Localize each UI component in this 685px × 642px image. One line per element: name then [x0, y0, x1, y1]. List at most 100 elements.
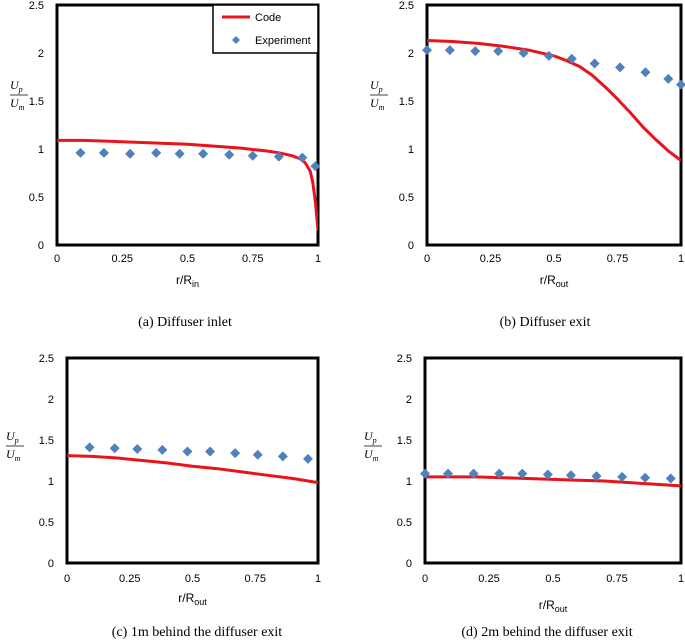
experiment-point [174, 148, 185, 159]
y-tick-label: 2.5 [29, 0, 44, 12]
y-num-sub: p [14, 436, 19, 445]
x-tick-label: 1 [678, 573, 684, 585]
experiment-point [224, 149, 235, 160]
x-tick-label: 0 [422, 573, 428, 585]
y-axis-label-numerator: Up [10, 78, 23, 94]
x-tick-mark [186, 243, 189, 247]
y-axis-label-numerator: Up [370, 78, 383, 94]
x-tick-mark [191, 561, 194, 565]
y-axis-label: Up Um [10, 78, 28, 112]
y-tick-mark [65, 356, 69, 360]
x-tick-mark [551, 561, 555, 565]
experiment-point [302, 453, 313, 464]
x-tick-mark [128, 561, 132, 565]
panel-caption: (a) Diffuser inlet [138, 315, 232, 330]
x-tick-label: 0.5 [545, 573, 560, 585]
x-tick-label: 0.25 [480, 253, 501, 265]
x-tick-mark [253, 561, 257, 565]
experiment-point [468, 468, 479, 479]
y-tick-mark [55, 51, 59, 55]
panel-caption: (d) 2m behind the diffuser exit [461, 625, 632, 640]
y-tick-mark [423, 520, 427, 524]
y-den-main: U [10, 96, 20, 110]
x-tick-label: 0.25 [119, 573, 140, 585]
experiment-point [84, 442, 95, 453]
x-tick-mark [55, 243, 59, 247]
experiment-point [565, 470, 576, 481]
experiment-point [98, 147, 109, 158]
experiment-point [591, 471, 602, 482]
y-den-main: U [370, 96, 380, 110]
x-tick-label: 1 [678, 253, 684, 265]
y-tick-label: 2 [38, 48, 44, 60]
y-num-main: U [6, 429, 16, 443]
experiment-point [75, 147, 86, 158]
y-tick-label: 2.5 [399, 0, 414, 12]
y-axis-label-denominator: Um [6, 447, 21, 463]
panel-caption: (c) 1m behind the diffuser exit [112, 625, 283, 640]
experiment-point [443, 468, 454, 479]
experiment-point [182, 446, 193, 457]
x-tick-mark [552, 243, 556, 247]
y-tick-mark [55, 99, 59, 103]
y-tick-label: 2.5 [397, 353, 412, 365]
y-tick-mark [65, 438, 69, 442]
experiment-point [444, 45, 455, 56]
code-line [425, 475, 681, 488]
experiment-point [493, 46, 504, 57]
x-axis-label-sub: out [556, 279, 569, 289]
experiment-point [542, 469, 553, 480]
experiment-point [157, 444, 168, 455]
y-tick-mark [425, 147, 429, 151]
x-tick-mark [487, 561, 491, 565]
y-tick-label: 1 [38, 144, 44, 156]
y-tick-mark [55, 147, 59, 151]
experiment-point [420, 468, 430, 479]
experiment-point [205, 446, 216, 457]
y-tick-mark [423, 438, 427, 442]
y-num-sub: p [372, 436, 377, 445]
y-axis-label: Up Um [370, 78, 388, 112]
y-tick-label: 0 [38, 240, 44, 252]
y-den-sub: m [15, 454, 21, 463]
x-tick-label: 0.75 [607, 253, 628, 265]
x-axis-label: r/Rin [176, 273, 199, 289]
y-tick-mark [55, 3, 59, 7]
y-tick-label: 1 [408, 144, 414, 156]
experiment-point [132, 444, 143, 455]
y-axis-label-numerator: Up [6, 429, 19, 445]
x-tick-label: 0.5 [180, 253, 195, 265]
y-tick-label: 1.5 [39, 435, 54, 447]
experiment-point [617, 471, 628, 482]
experiment-point [109, 443, 120, 454]
experiment-point [125, 148, 136, 159]
experiment-point [663, 73, 674, 84]
y-tick-label: 1.5 [397, 435, 412, 447]
y-den-sub: m [19, 103, 25, 112]
y-tick-label: 1.5 [399, 96, 414, 108]
x-tick-mark [65, 561, 69, 565]
y-num-sub: p [18, 85, 23, 94]
y-tick-label: 0 [406, 558, 412, 570]
experiment-point [230, 448, 241, 459]
y-den-sub: m [379, 103, 385, 112]
x-tick-mark [316, 243, 320, 247]
y-axis-label-numerator: Up [364, 429, 377, 445]
code-line [57, 138, 318, 231]
experiment-point [566, 53, 577, 64]
x-tick-mark [251, 243, 255, 247]
experiment-point [422, 45, 432, 56]
x-axis-label: r/Rout [540, 273, 569, 289]
y-tick-mark [423, 397, 427, 401]
y-tick-label: 2 [408, 48, 414, 60]
experiment-point [665, 473, 676, 484]
x-axis-label-main: r/R [178, 591, 194, 605]
experiment-point [518, 48, 529, 58]
experiment-point [676, 79, 685, 90]
y-den-main: U [6, 447, 16, 461]
y-tick-label: 0 [408, 240, 414, 252]
